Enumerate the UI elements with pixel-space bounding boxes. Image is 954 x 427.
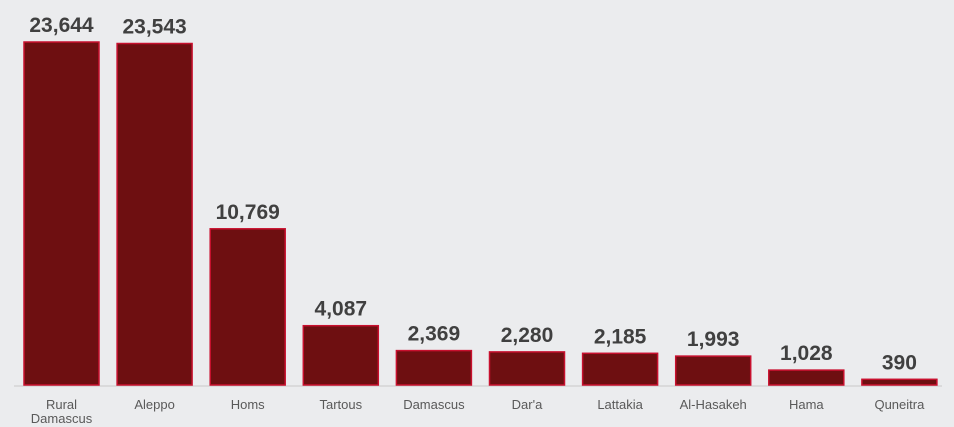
bar-3: [302, 324, 380, 386]
value-label-8: 1,028: [780, 342, 833, 365]
value-label-6: 2,185: [594, 325, 647, 348]
value-label-7: 1,993: [687, 328, 740, 351]
bar-7: [674, 355, 752, 386]
category-label-1: Aleppo: [134, 397, 174, 412]
category-label-9: Quneitra: [874, 397, 925, 412]
value-labels-group: 23,644 23,543 10,769 4,087 2,369 2,280 2,185 1,…: [29, 14, 917, 374]
value-label-2: 10,769: [216, 201, 280, 224]
bar-5: [488, 351, 566, 386]
category-label-3: Tartous: [319, 397, 362, 412]
value-label-4: 2,369: [408, 323, 461, 346]
category-label-7: Al-Hasakeh: [680, 397, 747, 412]
bars-group: [23, 41, 938, 386]
category-label-2: Homs: [231, 397, 265, 412]
bar-6: [581, 352, 659, 386]
value-label-1: 23,543: [122, 16, 186, 39]
bar-1: [116, 42, 193, 386]
value-label-5: 2,280: [501, 324, 554, 347]
bar-2: [209, 228, 286, 386]
bar-4: [395, 349, 473, 386]
category-label-0-line-0: Rural: [46, 397, 77, 412]
value-label-3: 4,087: [315, 298, 368, 321]
category-label-6: Lattakia: [597, 397, 643, 412]
category-label-0-line-1: Damascus: [31, 411, 93, 426]
value-label-9: 390: [882, 351, 917, 374]
category-label-8: Hama: [789, 397, 824, 412]
category-label-5: Dar'a: [512, 397, 543, 412]
bar-9: [861, 378, 938, 386]
category-label-4: Damascus: [403, 397, 465, 412]
bar-0: [23, 41, 100, 386]
bar-8: [768, 369, 845, 386]
value-label-0: 23,644: [29, 14, 94, 37]
